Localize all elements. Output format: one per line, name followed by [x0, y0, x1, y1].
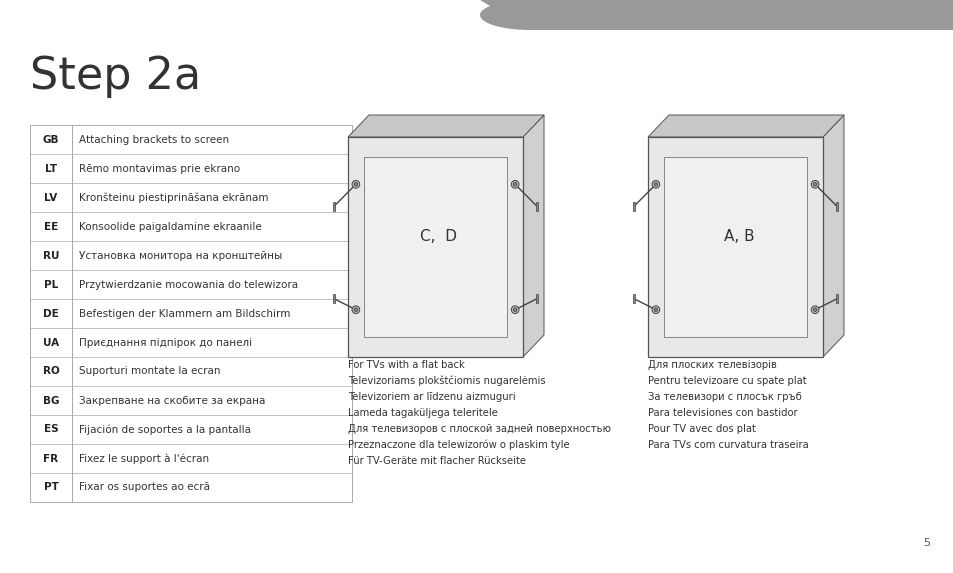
Text: Step 2a: Step 2a — [30, 55, 201, 98]
Text: PL: PL — [44, 280, 58, 289]
Text: GB: GB — [43, 135, 59, 144]
Bar — [835, 202, 838, 211]
Bar — [363, 157, 507, 337]
Text: Fixar os suportes ao ecrã: Fixar os suportes ao ecrã — [79, 482, 210, 493]
Text: Pentru televizoare cu spate plat: Pentru televizoare cu spate plat — [647, 376, 806, 386]
Text: Przeznaczone dla telewizorów o plaskim tyle: Przeznaczone dla telewizorów o plaskim t… — [348, 440, 569, 450]
Bar — [333, 295, 335, 303]
Text: Attaching brackets to screen: Attaching brackets to screen — [79, 135, 229, 144]
Bar — [663, 157, 806, 337]
Circle shape — [511, 180, 518, 188]
Text: Fijación de soportes a la pantalla: Fijación de soportes a la pantalla — [79, 424, 251, 435]
Bar — [333, 202, 335, 211]
Text: UA: UA — [43, 337, 59, 347]
Text: DE: DE — [43, 308, 59, 319]
Text: ES: ES — [44, 425, 58, 434]
Circle shape — [354, 308, 357, 312]
Bar — [535, 295, 537, 303]
Circle shape — [354, 183, 357, 186]
Bar — [632, 295, 635, 303]
Text: Для телевизоров с плоской задней поверхностью: Для телевизоров с плоской задней поверхн… — [348, 424, 610, 434]
Bar — [835, 295, 838, 303]
Circle shape — [511, 306, 518, 313]
Polygon shape — [522, 115, 543, 357]
Polygon shape — [348, 115, 543, 137]
Bar — [535, 202, 537, 211]
Polygon shape — [647, 115, 843, 137]
Text: RO: RO — [43, 367, 59, 376]
Circle shape — [513, 183, 517, 186]
Circle shape — [654, 308, 657, 312]
Text: Закрепване на скобите за екрана: Закрепване на скобите за екрана — [79, 395, 265, 406]
Text: Fixez le support à l'écran: Fixez le support à l'écran — [79, 453, 209, 464]
Text: Para TVs com curvatura traseira: Para TVs com curvatura traseira — [647, 440, 808, 450]
Text: Kronšteinu piestiprināšana ekrānam: Kronšteinu piestiprināšana ekrānam — [79, 193, 268, 203]
Text: A, B: A, B — [723, 229, 754, 244]
Text: FR: FR — [44, 453, 58, 464]
Circle shape — [352, 180, 359, 188]
Text: Pour TV avec dos plat: Pour TV avec dos plat — [647, 424, 755, 434]
Text: Suporturi montate la ecran: Suporturi montate la ecran — [79, 367, 220, 376]
Circle shape — [513, 308, 517, 312]
Circle shape — [813, 183, 816, 186]
Text: LT: LT — [45, 163, 57, 174]
Text: Befestigen der Klammern am Bildschirm: Befestigen der Klammern am Bildschirm — [79, 308, 290, 319]
Text: Televizoriams plokštčiomis nugarelėmis: Televizoriams plokštčiomis nugarelėmis — [348, 376, 545, 387]
Text: Для плоских телевізорів: Для плоских телевізорів — [647, 360, 776, 370]
Bar — [30, 125, 352, 502]
Circle shape — [813, 308, 816, 312]
Circle shape — [810, 180, 818, 188]
Text: For TVs with a flat back: For TVs with a flat back — [348, 360, 464, 370]
Bar — [632, 202, 635, 211]
Text: Televizoriem ar līdzenu aizmuguri: Televizoriem ar līdzenu aizmuguri — [348, 392, 515, 402]
Text: EE: EE — [44, 222, 58, 231]
Text: Rēmo montavimas prie ekrano: Rēmo montavimas prie ekrano — [79, 163, 240, 174]
Text: LV: LV — [45, 193, 57, 202]
Text: Lameda tagaküljega teleritele: Lameda tagaküljega teleritele — [348, 408, 497, 418]
Text: BG: BG — [43, 395, 59, 406]
Text: C,  D: C, D — [420, 229, 457, 244]
Text: Para televisiones con bastidor: Para televisiones con bastidor — [647, 408, 797, 418]
Polygon shape — [479, 0, 953, 30]
Ellipse shape — [479, 0, 579, 30]
Circle shape — [352, 306, 359, 313]
Bar — [348, 137, 522, 357]
Text: I: I — [711, 215, 717, 233]
Text: RU: RU — [43, 250, 59, 261]
Circle shape — [654, 183, 657, 186]
Text: PT: PT — [44, 482, 58, 493]
Circle shape — [810, 306, 818, 313]
Bar — [530, 0, 953, 30]
Circle shape — [651, 306, 659, 313]
Text: Установка монитора на кронштейны: Установка монитора на кронштейны — [79, 250, 282, 261]
Text: Konsoolide paigaldamine ekraanile: Konsoolide paigaldamine ekraanile — [79, 222, 261, 231]
Text: За телевизори с плосък гръб: За телевизори с плосък гръб — [647, 392, 801, 402]
Circle shape — [651, 180, 659, 188]
Text: Приєднання підпірок до панелі: Приєднання підпірок до панелі — [79, 337, 252, 347]
Text: 5: 5 — [923, 538, 929, 548]
Text: Für TV-Geräte mit flacher Rückseite: Für TV-Geräte mit flacher Rückseite — [348, 456, 525, 466]
Text: Przytwierdzanie mocowania do telewizora: Przytwierdzanie mocowania do telewizora — [79, 280, 297, 289]
Bar — [647, 137, 822, 357]
Polygon shape — [822, 115, 843, 357]
